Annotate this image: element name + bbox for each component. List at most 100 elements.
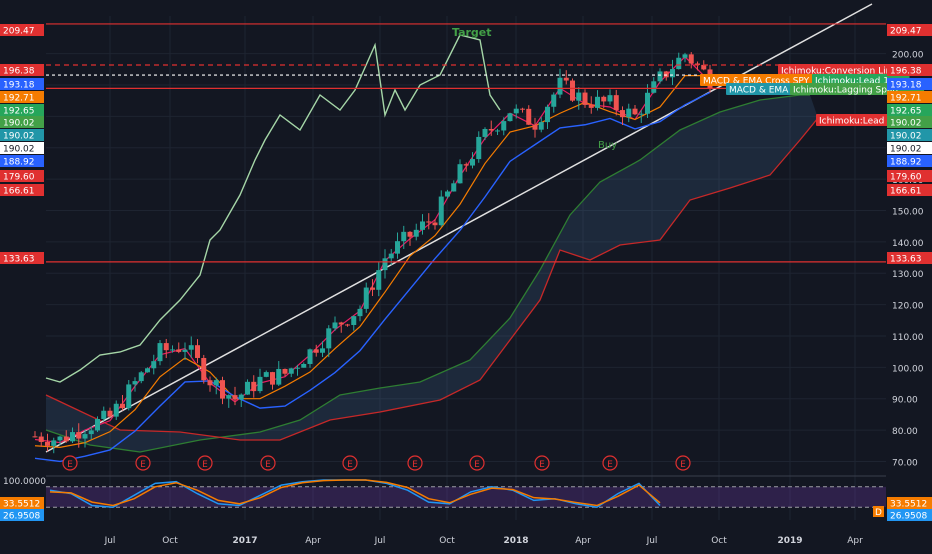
candle-body (201, 357, 207, 381)
left-price-tag-bg-2 (0, 78, 44, 90)
stochastic-panel: 100.0000 33.5512 33.5512 26.9508 26.9508 D (0, 477, 932, 522)
left-price-tag-3: 192.71 (3, 94, 35, 104)
left-price-tag-1: 196.38 (3, 67, 35, 77)
left-price-tag-6: 190.02 (3, 132, 35, 142)
candle-body (595, 96, 600, 108)
candle-body (438, 196, 444, 226)
candle-body (532, 124, 538, 130)
left-price-tag-8: 188.92 (3, 158, 35, 168)
right-price-tag-3: 192.71 (890, 94, 922, 104)
candle-body (513, 108, 519, 114)
indicator-label-3: MACD & EMA (729, 86, 789, 96)
candle-body (370, 287, 375, 290)
candle-body (238, 394, 244, 400)
target-annotation: Target (452, 26, 492, 39)
candle-body (470, 159, 475, 166)
grid (46, 16, 886, 520)
left-price-tag-bg-10 (0, 184, 44, 196)
candle-body (482, 128, 488, 137)
left-price-tag-7: 190.02 (3, 145, 35, 155)
cloud-fill (46, 95, 818, 452)
earnings-marker-0 (62, 455, 78, 471)
earnings-label-7: E (539, 460, 545, 470)
right-price-axis: 70.00 80.00 90.00 100.00 110.00 120.00 130.00 1… (887, 24, 932, 468)
candle-body (563, 77, 569, 81)
right-price-tag-bg-4 (887, 104, 932, 116)
candle-body (132, 381, 138, 385)
earnings-marker-5 (407, 455, 423, 471)
candle-body (176, 349, 182, 352)
indicator-label-bg-3 (726, 83, 793, 95)
right-tick-label-7: 140.00 (892, 239, 924, 249)
earnings-label-1: E (140, 460, 146, 470)
left-price-axis: 209.47 196.38 193.18 192.71 192.65 190.02 190.… (0, 24, 44, 265)
x-tick-label-11: Apr (847, 536, 863, 546)
candle-body (357, 308, 363, 317)
earnings-marker-6 (469, 455, 485, 471)
candle-body (557, 77, 563, 95)
candle-body (420, 221, 425, 230)
candle-body (582, 92, 588, 105)
right-price-tag-bg-9 (887, 170, 932, 182)
candle-body (495, 130, 500, 132)
candle-body (151, 361, 157, 369)
right-tick-label-8: 150.00 (892, 207, 924, 217)
candle-body (288, 368, 294, 374)
candle-body (682, 54, 688, 58)
earnings-label-4: E (347, 460, 353, 470)
candle-body (157, 343, 163, 362)
candle-body (570, 80, 575, 101)
candle-body (457, 164, 463, 184)
left-price-tag-5: 190.02 (3, 119, 35, 129)
x-tick-label-5: Oct (439, 536, 455, 546)
left-price-tag-bg-4 (0, 104, 44, 116)
right-price-tag-bg-2 (887, 78, 932, 90)
candle-body (676, 57, 682, 70)
earnings-marker-3 (260, 455, 276, 471)
candle-body (282, 368, 288, 374)
osc-left-tag-bg-0 (0, 497, 44, 509)
candle-body (663, 71, 669, 78)
left-price-tag-9: 179.60 (3, 173, 35, 183)
right-tick-label-0: 70.00 (892, 458, 918, 468)
candle-body (76, 432, 82, 439)
candle-body (507, 113, 513, 122)
candle-body (301, 363, 307, 368)
right-tick-label-5: 120.00 (892, 302, 924, 312)
x-tick-label-3: Apr (305, 536, 321, 546)
right-price-tag-9: 179.60 (890, 173, 922, 183)
candle-body (701, 64, 707, 70)
osc-left-tag-bg-1 (0, 509, 44, 521)
indicator-label-4: Ichimoku:Lagging Span (793, 86, 898, 96)
candle-body (607, 95, 613, 102)
candle-body (695, 63, 700, 65)
left-price-tag-bg-11 (0, 252, 44, 264)
earnings-marker-7 (534, 455, 550, 471)
left-price-tag-10: 166.61 (3, 187, 35, 197)
candle-body (220, 380, 225, 399)
earnings-marker-4 (342, 455, 358, 471)
ichimoku-cloud (45, 94, 819, 453)
candle-body (545, 106, 550, 123)
buy-annotation: Buy (598, 140, 617, 151)
left-price-tag-2: 193.18 (3, 81, 35, 91)
candle-body (632, 108, 638, 115)
earnings-marker-9 (675, 455, 691, 471)
osc-top-label: 100.0000 (3, 477, 46, 487)
candle-body (126, 384, 132, 409)
osc-band (46, 486, 886, 508)
candle-body (388, 253, 394, 259)
earnings-marker-2 (197, 455, 213, 471)
left-price-tag-bg-9 (0, 170, 44, 182)
candle-body (138, 372, 144, 382)
right-price-tag-2: 193.18 (890, 81, 922, 91)
osc-right-tag-1: 26.9508 (890, 512, 927, 522)
candle-body (326, 328, 332, 349)
osc-signal-marker: D (875, 508, 882, 518)
x-tick-label-7: Apr (575, 536, 591, 546)
candle-body (688, 54, 694, 64)
candle-body (526, 108, 532, 125)
